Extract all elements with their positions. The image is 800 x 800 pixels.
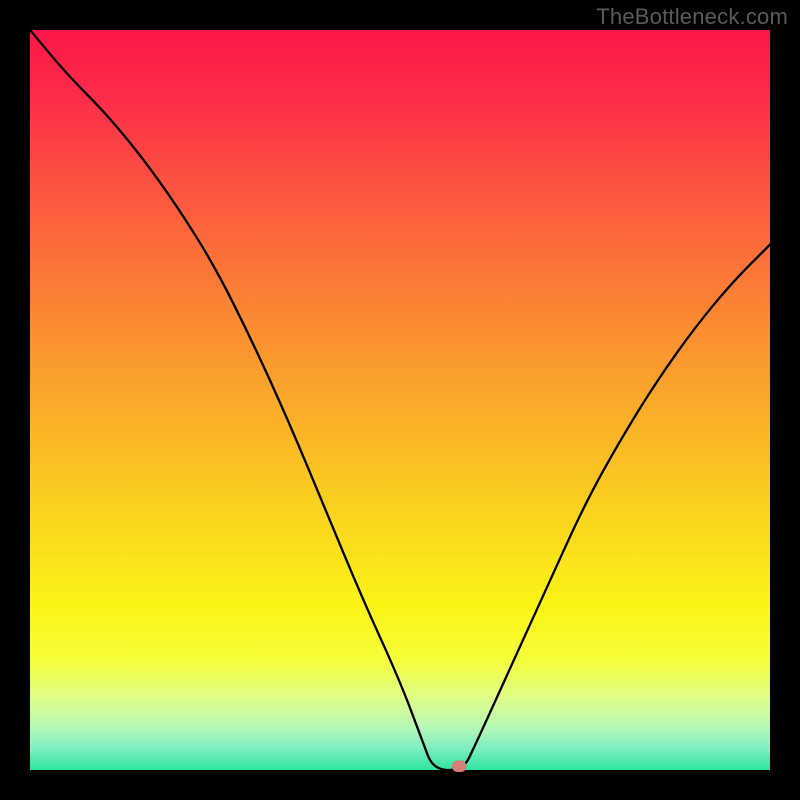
bottleneck-chart-svg [0, 0, 800, 800]
plot-background [30, 30, 770, 770]
watermark-label: TheBottleneck.com [596, 4, 788, 30]
chart-container: TheBottleneck.com [0, 0, 800, 800]
valley-marker [452, 761, 466, 772]
